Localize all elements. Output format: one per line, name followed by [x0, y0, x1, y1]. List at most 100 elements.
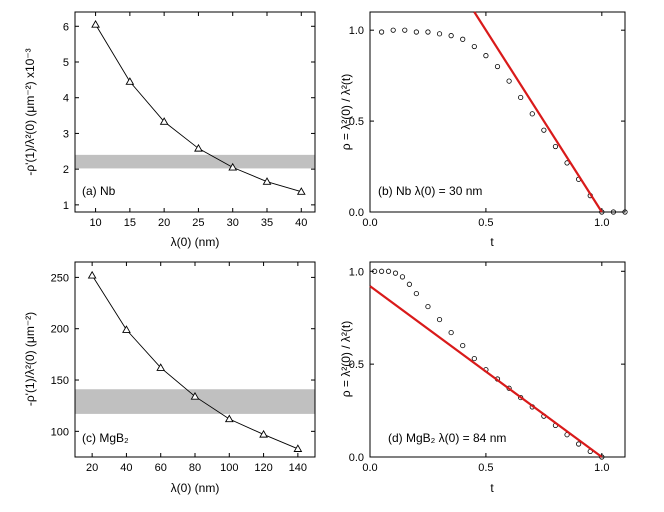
panel-b-data-point [506, 78, 512, 84]
panel-a-xtick-label: 25 [192, 217, 204, 229]
panel-b: 0.0 0.5 1.0 0.0 0.5 1.0 (b) Nb λ(0) = 30 nm t… [339, 11, 628, 249]
panel-a: 10 15 20 25 30 35 40 1 2 3 4 5 6 (a) Nb λ(0) (nm) -ρ… [23, 11, 316, 249]
panel-d-data-point [406, 281, 413, 287]
panel-a-frame [74, 11, 316, 213]
panel-c-data-point [156, 363, 166, 371]
panel-b-data-point [402, 27, 408, 33]
panel-b-data-point [610, 209, 617, 215]
panel-a-xtick-label: 35 [261, 217, 273, 229]
panel-c-xtick-label: 60 [155, 462, 167, 474]
panel-b-data-point [378, 29, 385, 35]
panel-d-data-point [399, 274, 406, 280]
panel-d-fit-line [369, 285, 603, 458]
panel-c-data-point [87, 270, 97, 279]
panel-d-data-point [460, 342, 466, 349]
panel-b-xtick-label: 0.0 [362, 217, 377, 229]
panel-b-data-point [390, 27, 396, 33]
panel-a-ytick-label: 3 [63, 128, 69, 140]
panel-b-data-point [413, 29, 419, 35]
panel-c-series-line [91, 275, 299, 450]
panel-d-xlabel: t [490, 481, 494, 495]
panel-a-ytick-label: 4 [63, 93, 69, 105]
panel-d-data-point [413, 290, 419, 297]
panel-a-xtick-label: 30 [227, 217, 239, 229]
panel-c-xtick-label: 100 [220, 462, 238, 474]
panel-b-label: (b) Nb λ(0) = 30 nm [378, 184, 482, 198]
panel-b-data-point [529, 111, 535, 117]
panel-c-ytick-label: 250 [51, 272, 69, 284]
panel-c-ytick-label: 100 [51, 426, 69, 438]
panel-b-data-point [425, 29, 431, 35]
panel-c-ylabel: -ρ'(1)/λ²(0) (μm⁻²) [23, 312, 37, 406]
panel-a-data-point [296, 187, 306, 195]
panel-d: 0.0 0.5 1.0 0.0 0.5 1.0 (d) MgB₂ λ(0) = 84 nm… [339, 261, 626, 495]
panel-c-data-point [293, 444, 303, 452]
panel-d-data-point [448, 329, 454, 336]
panel-d-ytick-label: 0.0 [349, 452, 364, 464]
panel-b-data-point [471, 43, 477, 50]
panel-a-ytick-label: 1 [63, 200, 69, 212]
panel-b-data-point [541, 127, 547, 133]
panel-c-frame [74, 261, 316, 458]
panel-a-data-point [159, 117, 169, 125]
panel-a-data-point [194, 143, 203, 152]
panel-c-xtick-label: 40 [120, 462, 132, 474]
panel-c-data-point [224, 414, 234, 423]
panel-a-xlabel: λ(0) (nm) [171, 235, 220, 249]
panel-c-xlabel: λ(0) (nm) [171, 481, 220, 495]
panel-c-xtick-label: 80 [189, 462, 201, 474]
panel-d-data-point [576, 441, 582, 447]
panel-d-data-point [385, 268, 392, 274]
panel-b-fit-line [473, 11, 603, 213]
panel-b-ylabel: ρ = λ²(0) / λ²(t) [339, 74, 353, 151]
panel-d-ylabel: ρ = λ²(0) / λ²(t) [339, 321, 353, 398]
panel-c-xtick-label: 20 [86, 462, 98, 474]
panel-d-data-point [436, 316, 443, 323]
panel-b-frame [369, 11, 626, 213]
panel-b-ytick-label: 0.0 [349, 207, 364, 219]
panel-c-ytick-label: 200 [51, 324, 69, 336]
panel-c-data-point [122, 325, 131, 333]
panel-d-data-point [378, 268, 385, 274]
panel-b-xtick-label: 0.5 [478, 217, 493, 229]
panel-b-ytick-label: 1.0 [349, 25, 364, 37]
panel-b-data-point [460, 36, 466, 42]
panel-a-data-point [91, 19, 100, 28]
panel-a-xtick-label: 40 [295, 217, 307, 229]
panel-c-ytick-label: 150 [51, 375, 69, 387]
panel-b-data-point [599, 209, 605, 215]
panel-d-xtick-label: 0.0 [362, 462, 377, 474]
panel-d-xtick-label: 1.0 [594, 462, 609, 474]
panel-a-xtick-label: 10 [89, 217, 101, 229]
panel-d-ytick-label: 1.0 [349, 266, 364, 278]
panel-a-xtick-label: 15 [124, 217, 136, 229]
panel-c-xtick-label: 140 [289, 462, 307, 474]
panel-c-xtick-label: 120 [254, 462, 272, 474]
panel-c-label: (c) MgB₂ [82, 431, 129, 445]
panel-c-data-point [259, 429, 268, 438]
panel-d-xtick-label: 0.5 [478, 462, 493, 474]
panel-b-data-point [552, 143, 559, 150]
panel-a-data-point [228, 162, 238, 171]
panel-a-ytick-label: 5 [63, 57, 69, 69]
panel-a-label: (a) Nb [82, 184, 116, 198]
panel-b-data-point [483, 53, 489, 59]
panel-b-data-point [448, 33, 454, 39]
panel-a-xtick-label: 20 [158, 217, 170, 229]
panel-c: 20 40 60 80 100 120 140 100 150 200 250 (c) MgB₂ λ… [23, 261, 316, 495]
panel-b-data-point [494, 63, 501, 70]
panel-b-xtick-label: 1.0 [594, 217, 609, 229]
panel-d-frame [369, 261, 626, 458]
panel-a-data-point [125, 77, 135, 85]
panel-c-data-point [190, 391, 200, 400]
panel-a-ylabel: -ρ'(1)/λ²(0) (μm⁻²) x10⁻³ [23, 48, 37, 175]
panel-d-data-point [392, 270, 399, 276]
panel-b-data-point [518, 94, 524, 101]
panel-b-xlabel: t [490, 235, 494, 249]
panel-b-data-point [436, 31, 443, 37]
panel-a-ytick-label: 6 [63, 21, 69, 33]
panel-d-ytick-label: 0.5 [349, 359, 364, 371]
panel-a-shaded-band [75, 154, 315, 169]
panel-d-label: (d) MgB₂ λ(0) = 84 nm [388, 431, 506, 445]
